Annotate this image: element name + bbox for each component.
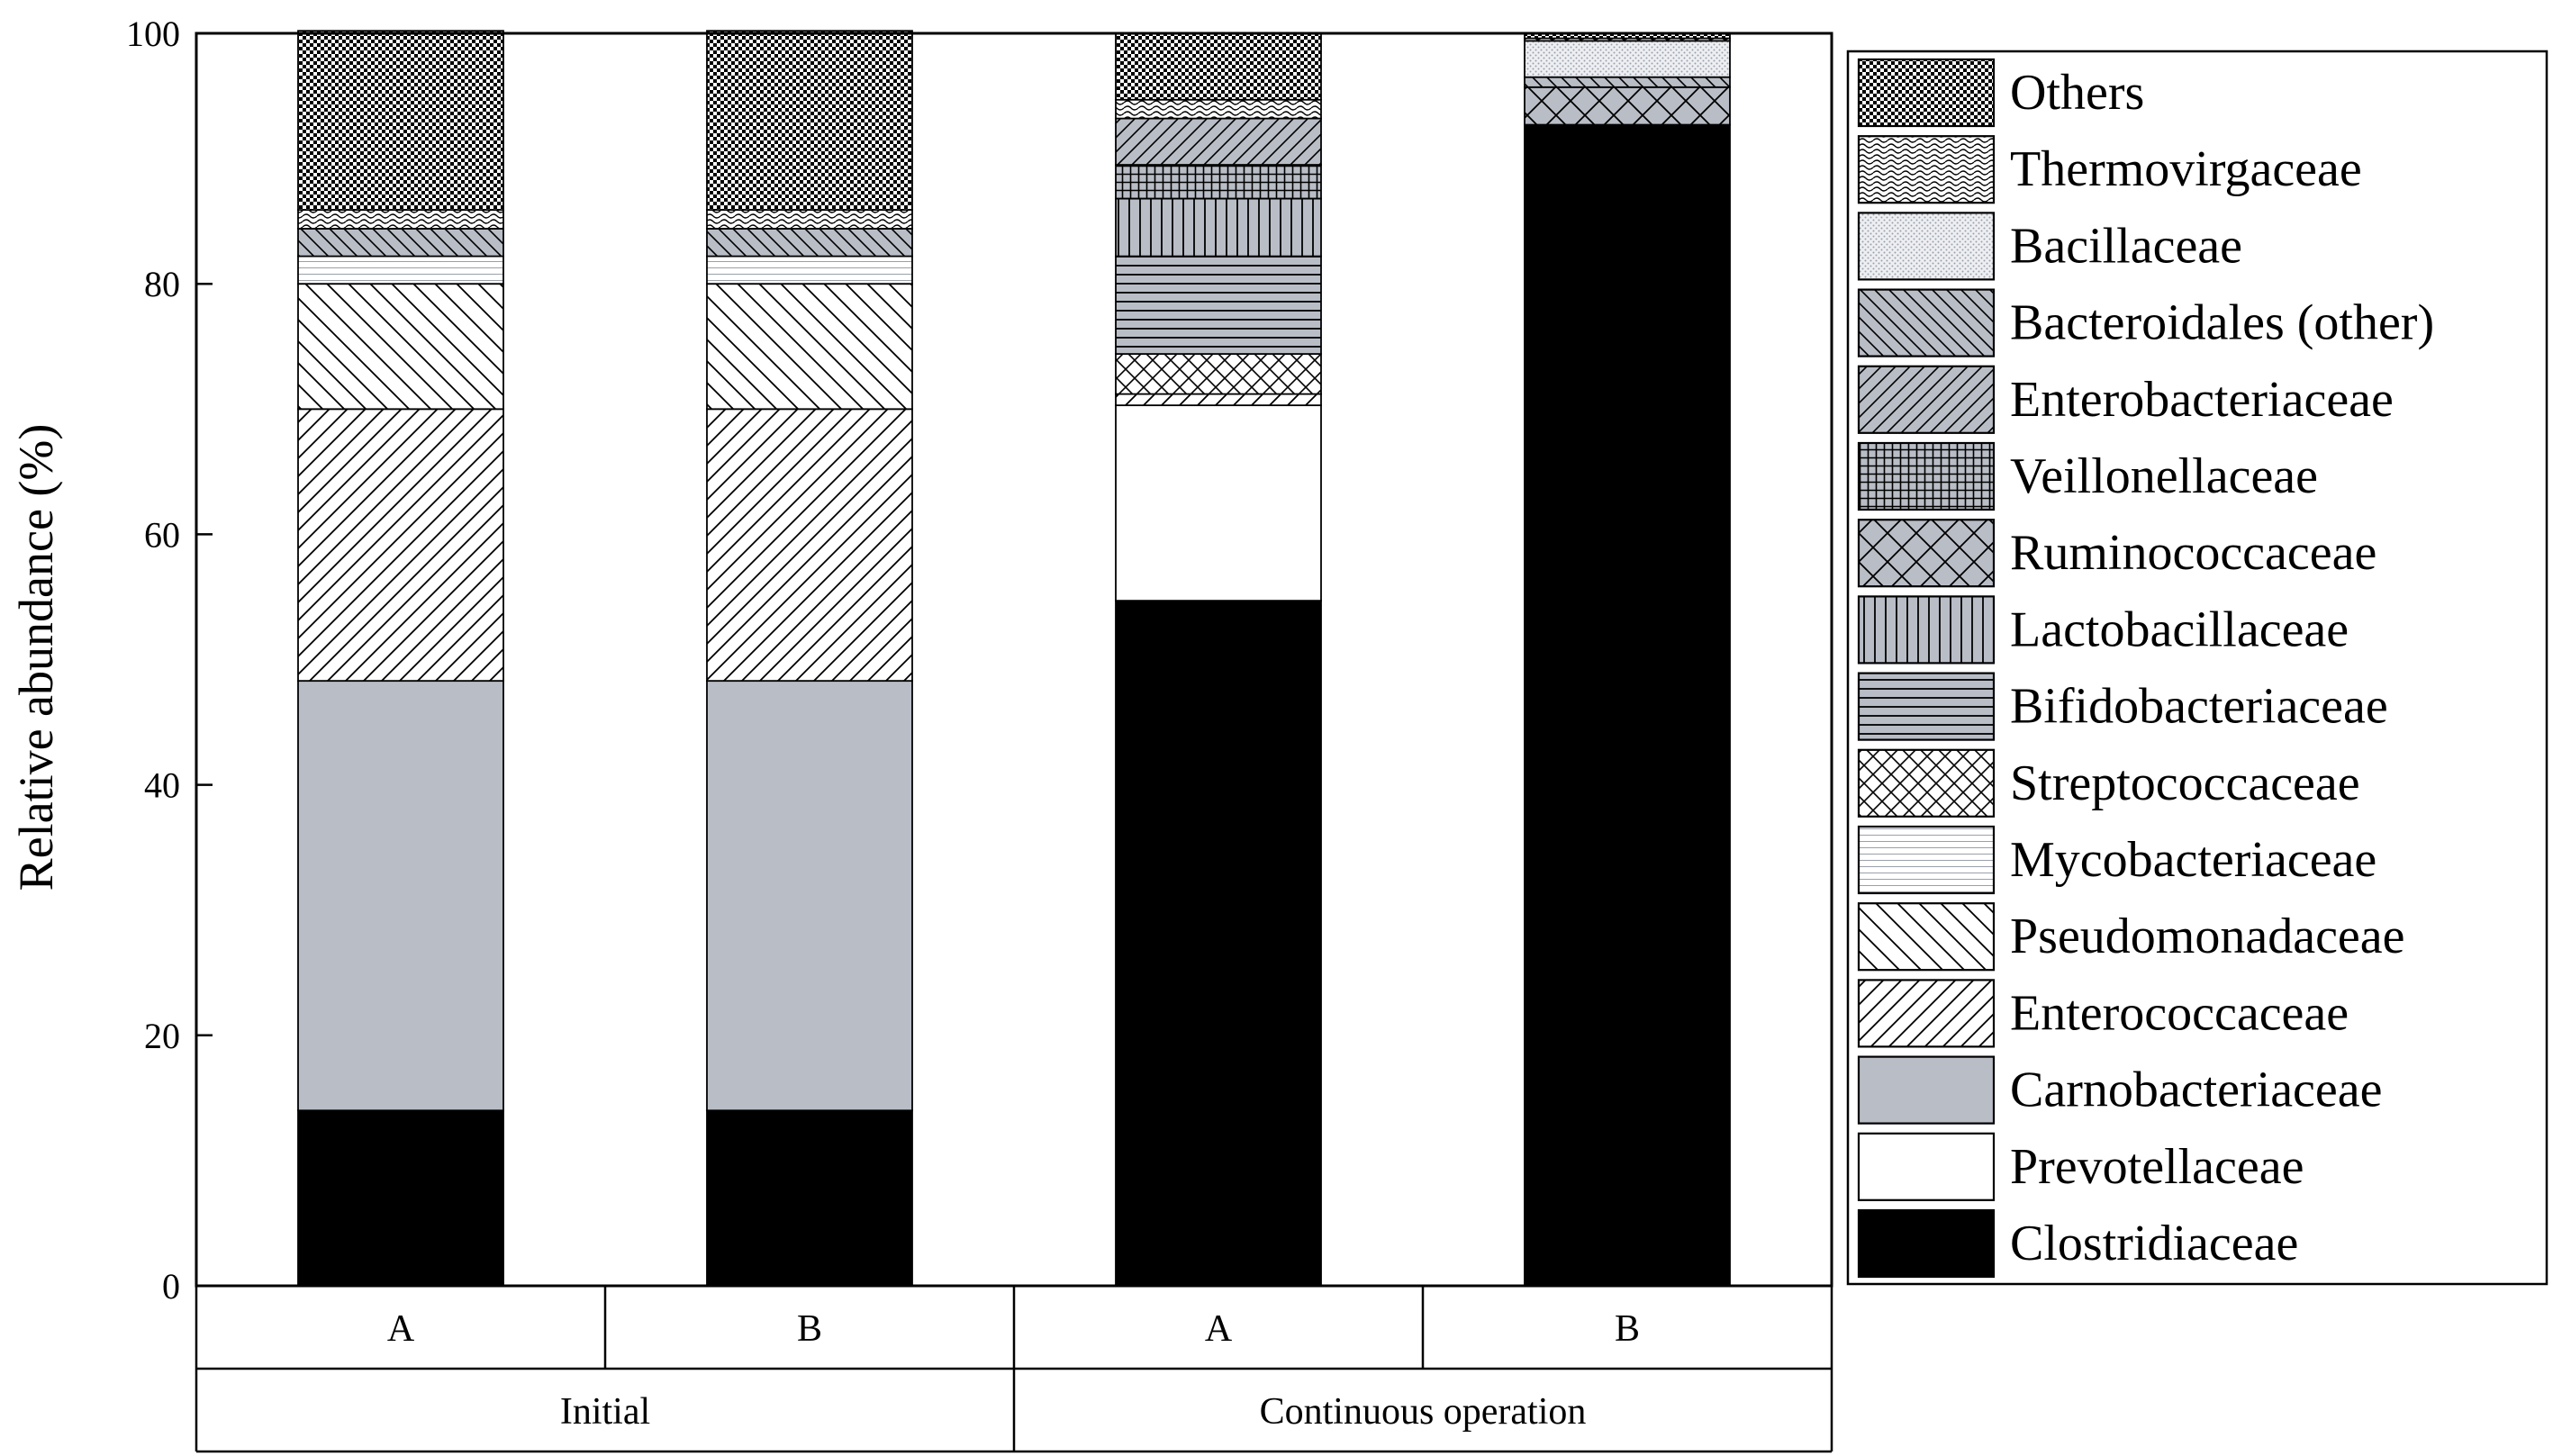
bar-segment-others [706,30,913,212]
bar-segment-others [297,30,504,212]
y-tick-label: 80 [144,264,180,304]
legend-label: Clostridiaceae [2010,1216,2298,1271]
legend-swatch [1857,1132,1996,1201]
legend-swatch [1857,825,1996,895]
legend-swatch [1857,365,1996,434]
legend-label: Prevotellaceae [2010,1139,2304,1195]
legend-swatch [1857,58,1996,128]
legend-label: Pseudomonadaceae [2010,909,2404,964]
bar-segment-clostridiaceae [297,1109,504,1287]
y-tick-label: 100 [126,14,180,54]
x-tick-label: B [1615,1308,1640,1350]
legend-label: Ruminococcaceae [2010,525,2376,581]
bar-segment-prevotellaceae [1115,404,1322,602]
bar-segment-mycobacteriaceae [297,255,504,285]
bar-segment-thermovirgaceae [297,209,504,230]
legend-swatch [1857,979,1996,1048]
legend-label: Lactobacillaceae [2010,601,2349,657]
x-group-label: Continuous operation [1260,1391,1587,1433]
bar-segment-bacillaceae [1524,40,1731,78]
legend-swatch [1857,1208,1996,1279]
bar-segment-veillonellaceae [1115,164,1322,200]
legend-swatch [1857,441,1996,511]
bar-segment-enterococcaceae [1115,393,1322,407]
bar-segment-enterobacteriaceae [1115,117,1322,166]
y-tick-label: 20 [144,1016,180,1056]
bar-layer [297,30,1731,1287]
legend-swatch [1857,595,1996,665]
legend-swatch [1857,212,1996,281]
legend-swatch [1857,135,1996,204]
bar-segment-ruminococcaceae [1524,86,1731,126]
legend-label: Veillonellaceae [2010,448,2318,504]
bar-segment-others [1115,32,1322,101]
y-tick-label: 0 [162,1266,180,1307]
legend-swatch [1857,748,1996,818]
bar-segment-enterococcaceae [297,408,504,683]
x-tick-label: A [1205,1308,1233,1350]
bar-segment-bacteroidales-other- [297,228,504,258]
legend-label: Bacillaceae [2010,218,2242,274]
bar-segment-streptococcaceae [1115,353,1322,395]
x-group-label: Initial [560,1391,650,1433]
legend: Others Thermovirgaceae Bacillaceae Bacteroi… [1846,50,2548,1286]
legend-label: Enterobacteriaceae [2010,372,2394,428]
legend-label: Bacteroidales (other) [2010,295,2434,351]
bar-segment-clostridiaceae [1115,600,1322,1287]
bar-segment-clostridiaceae [1524,123,1731,1287]
x-tick-label: A [387,1308,415,1350]
legend-swatch [1857,672,1996,741]
y-axis-label: Relative abundance (%) [9,424,63,891]
bar-segment-mycobacteriaceae [706,255,913,285]
legend-label: Thermovirgaceae [2010,141,2362,197]
legend-label: Carnobacteriaceae [2010,1063,2382,1118]
legend-swatch [1857,288,1996,357]
x-tick-label: B [797,1308,822,1350]
bar-segment-bifidobacteriaceae [1115,255,1322,355]
bar-segment-thermovirgaceae [706,209,913,230]
legend-swatch [1857,902,1996,972]
bar-segment-enterococcaceae [706,408,913,683]
bar-segment-carnobacteriaceae [706,680,913,1112]
bar-segment-pseudomonadaceae [706,283,913,411]
legend-label: Streptococcaceae [2010,755,2360,811]
legend-swatch [1857,1055,1996,1125]
x-axis-category-table: A B Initial A B Continuous operation [195,1286,1833,1453]
legend-swatch [1857,519,1996,588]
legend-label: Enterococcaceae [2010,985,2349,1041]
bar-segment-bacteroidales-other- [706,228,913,258]
bar-segment-bacteroidales-other- [1524,76,1731,88]
legend-label: Mycobacteriaceae [2010,832,2376,888]
bar-segment-carnobacteriaceae [297,680,504,1112]
bar-segment-pseudomonadaceae [297,283,504,411]
bar-segment-thermovirgaceae [1115,98,1322,120]
legend-label: Others [2010,65,2144,121]
legend-label: Bifidobacteriaceae [2010,679,2388,735]
bar-segment-lactobacillaceae [1115,197,1322,258]
y-tick-label: 40 [144,765,180,806]
y-tick-label: 60 [144,514,180,555]
bar-segment-clostridiaceae [706,1109,913,1287]
y-axis-title: Relative abundance (%) [9,424,63,891]
